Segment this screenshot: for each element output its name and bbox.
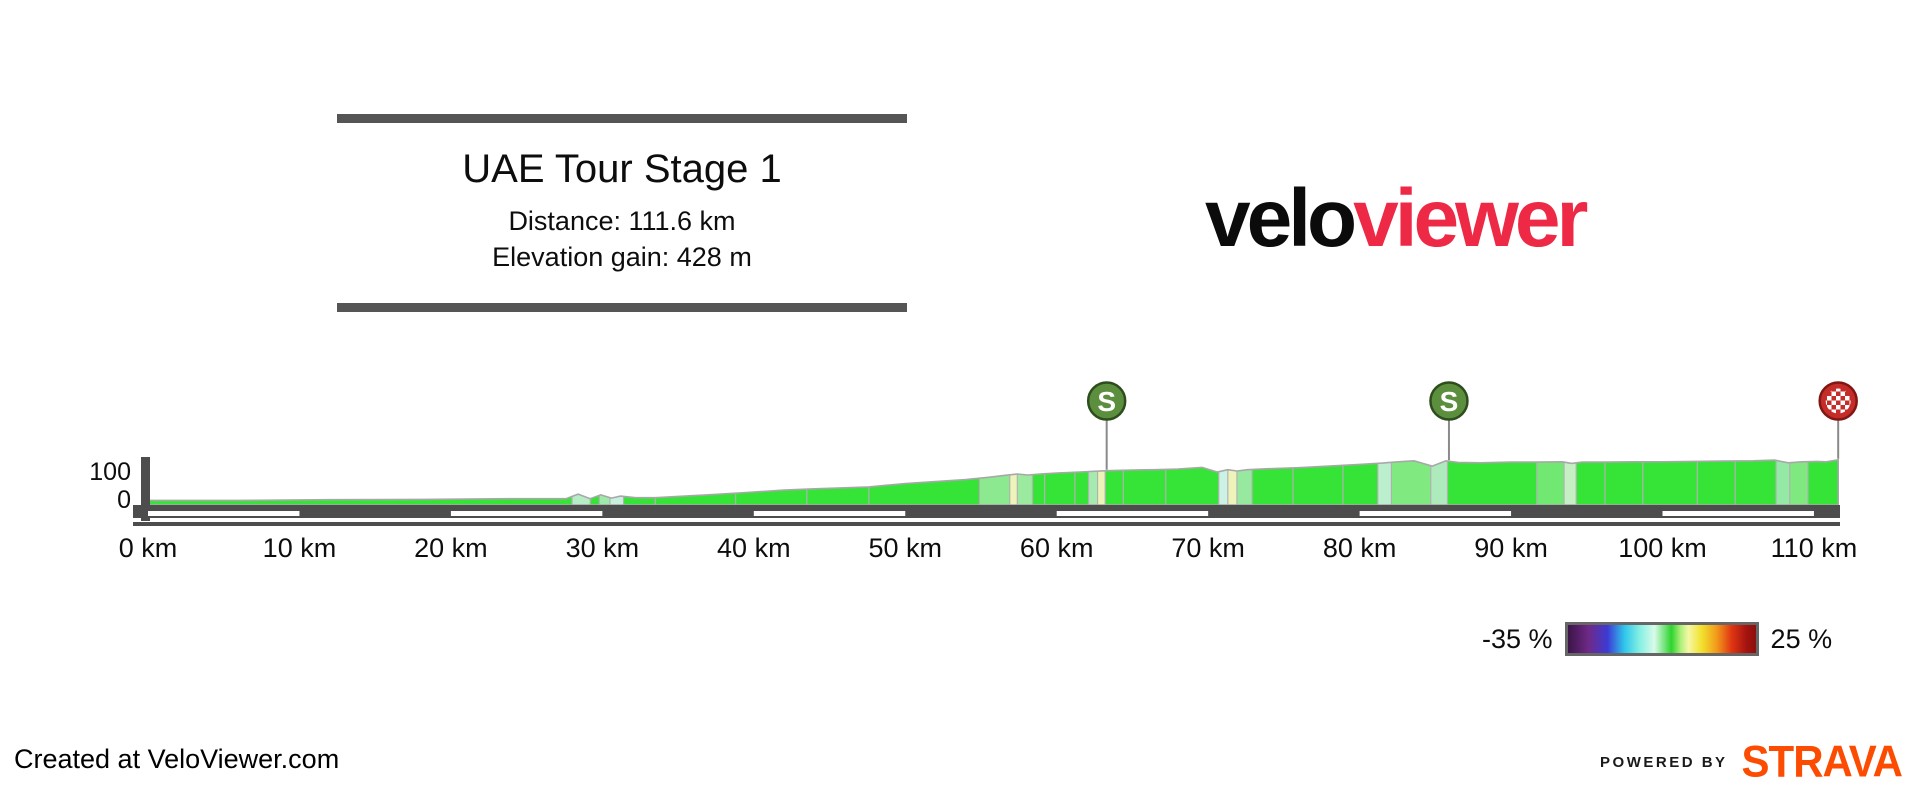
svg-text:0: 0: [117, 486, 131, 514]
finish-checker-icon: [1825, 388, 1851, 414]
stage-summary: UAE Tour Stage 1 Distance: 111.6 km Elev…: [337, 114, 907, 312]
svg-text:90 km: 90 km: [1474, 533, 1548, 563]
sprint-marker: S: [1086, 381, 1127, 470]
logo-velo-text: velo: [1205, 173, 1357, 264]
strava-attribution: POWERED BY STRAVA: [1600, 736, 1903, 786]
legend-max-label: 25 %: [1770, 623, 1833, 654]
stage-title: UAE Tour Stage 1: [462, 147, 782, 191]
svg-text:20 km: 20 km: [414, 533, 488, 563]
veloviewer-logo: veloviewer: [1205, 178, 1588, 260]
svg-text:0 km: 0 km: [119, 533, 178, 563]
finish-marker: [1818, 381, 1858, 459]
top-divider: [337, 114, 907, 123]
x-axis-labels: 0 km 10 km 20 km 30 km 40 km 50 km 60 km 70 km 8…: [119, 533, 1857, 563]
svg-text:100: 100: [89, 458, 131, 486]
sprint-marker-label: S: [1097, 386, 1116, 417]
svg-text:30 km: 30 km: [566, 533, 640, 563]
svg-text:80 km: 80 km: [1323, 533, 1397, 563]
gradient-scale-bar: [1564, 622, 1759, 656]
axis-bars: [133, 457, 1840, 526]
svg-text:70 km: 70 km: [1171, 533, 1245, 563]
logo-viewer-text: viewer: [1353, 173, 1588, 264]
strava-logo: STRAVA: [1741, 736, 1903, 786]
stage-distance: Distance: 111.6 km: [508, 206, 736, 236]
sprint-marker-label: S: [1440, 386, 1459, 417]
svg-text:10 km: 10 km: [263, 533, 337, 563]
svg-text:50 km: 50 km: [868, 533, 942, 563]
svg-text:110 km: 110 km: [1771, 533, 1858, 563]
stage-elevation-gain: Elevation gain: 428 m: [492, 242, 752, 272]
bottom-divider: [337, 303, 907, 312]
legend-min-label: -35 %: [1482, 623, 1553, 654]
powered-by-label: POWERED BY: [1600, 753, 1728, 771]
svg-text:40 km: 40 km: [717, 533, 791, 563]
svg-text:100 km: 100 km: [1618, 533, 1707, 563]
gradient-legend: -35 % 25 %: [1482, 622, 1832, 656]
created-at-text: Created at VeloViewer.com: [14, 744, 340, 774]
svg-text:60 km: 60 km: [1020, 533, 1094, 563]
sprint-marker: S: [1429, 381, 1469, 461]
profile-outline: [147, 458, 1839, 506]
